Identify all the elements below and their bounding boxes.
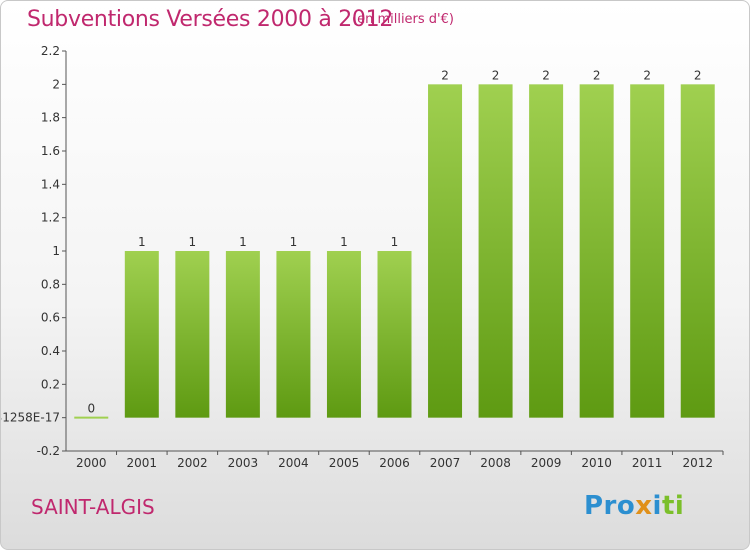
y-tick-label: 1.4	[41, 177, 60, 191]
x-tick-label: 2003	[228, 456, 259, 470]
chart-title: Subventions Versées 2000 à 2012	[27, 7, 394, 32]
y-tick-label: 1.8	[41, 111, 60, 125]
chart-subtitle: (en milliers d'€)	[352, 12, 454, 27]
y-tick-label: 1	[52, 244, 60, 258]
x-tick-label: 2011	[632, 456, 663, 470]
x-tick-label: 2004	[278, 456, 309, 470]
y-tick-label: 2.2	[41, 44, 60, 58]
y-tick-label: 1.2	[41, 211, 60, 225]
y-tick-label: 1.6	[41, 144, 60, 158]
bar	[276, 251, 311, 418]
logo-part: x	[635, 491, 653, 521]
x-tick-label: 2007	[430, 456, 461, 470]
proxiti-logo: Proxiti	[584, 491, 684, 521]
data-label: 1	[290, 235, 298, 249]
bar	[428, 84, 463, 418]
x-tick-label: 2012	[682, 456, 713, 470]
bar	[579, 84, 614, 418]
bar	[225, 251, 260, 418]
bar	[680, 84, 715, 418]
bar	[326, 251, 361, 418]
data-label: 2	[542, 68, 550, 82]
logo-part: i	[652, 491, 662, 521]
bar	[630, 84, 665, 418]
data-label: 1	[391, 235, 399, 249]
data-label: 1	[138, 235, 146, 249]
x-tick-label: 2009	[531, 456, 562, 470]
y-tick-label: 0.8	[41, 277, 60, 291]
x-tick-label: 2008	[480, 456, 511, 470]
x-tick-label: 2001	[127, 456, 158, 470]
y-tick-label: 0.4	[41, 344, 60, 358]
bar	[529, 84, 564, 418]
x-tick-label: 2010	[581, 456, 612, 470]
x-tick-label: 2006	[379, 456, 410, 470]
bar	[478, 84, 513, 418]
bar	[124, 251, 159, 418]
data-label: 2	[694, 68, 702, 82]
y-tick-label: -0.2	[37, 444, 60, 458]
data-label: 0	[87, 402, 95, 416]
y-tick-label: 0.2	[41, 377, 60, 391]
data-label: 2	[593, 68, 601, 82]
data-label: 2	[643, 68, 651, 82]
y-tick-label: 2	[52, 77, 60, 91]
x-tick-label: 2002	[177, 456, 208, 470]
data-label: 1	[189, 235, 197, 249]
y-tick-label: 0.6	[41, 311, 60, 325]
x-tick-label: 2000	[76, 456, 107, 470]
bar	[377, 251, 412, 418]
town-name: SAINT-ALGIS	[31, 495, 155, 519]
data-label: 2	[441, 68, 449, 82]
logo-part: Pro	[584, 491, 636, 521]
y-tick-label: 5.5511151231258E-17	[1, 411, 60, 425]
data-label: 2	[492, 68, 500, 82]
x-tick-label: 2005	[329, 456, 360, 470]
logo-part: ti	[661, 491, 685, 521]
bar	[175, 251, 210, 418]
data-label: 1	[340, 235, 348, 249]
data-label: 1	[239, 235, 247, 249]
